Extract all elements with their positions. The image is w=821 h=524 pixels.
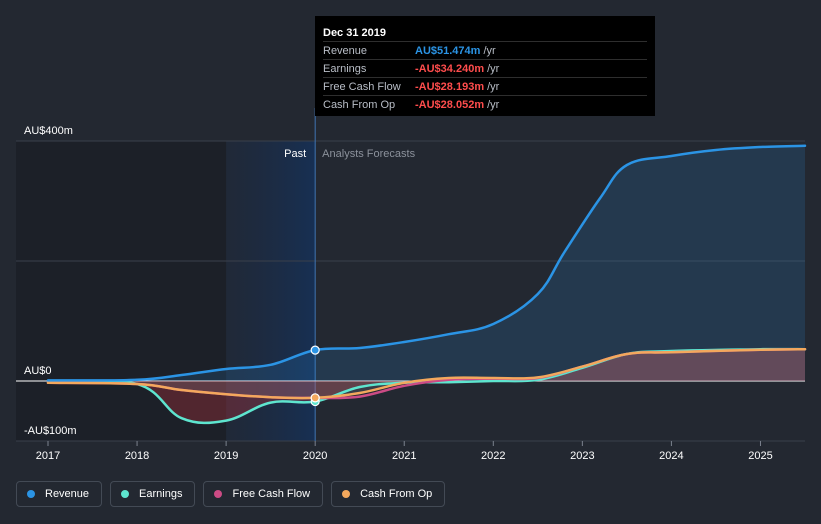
x-tick-label: 2025: [748, 450, 772, 462]
legend-label: Free Cash Flow: [232, 488, 311, 500]
tooltip-label: Revenue: [323, 44, 368, 57]
legend-label: Cash From Op: [360, 488, 433, 500]
tooltip-row-revenue: Revenue AU$51.474m /yr: [323, 41, 647, 59]
chart-tooltip: Dec 31 2019 Revenue AU$51.474m /yr Earni…: [315, 16, 655, 116]
legend-dot-icon: [342, 490, 351, 498]
x-tick-label: 2017: [36, 450, 60, 462]
y-tick-label: -AU$100m: [24, 425, 77, 437]
x-tick-label: 2019: [214, 450, 238, 462]
y-tick-label: AU$400m: [24, 125, 73, 137]
data-point-revenue: [310, 345, 320, 355]
cash-from-op-area: [48, 349, 805, 399]
tooltip-value: -AU$34.240m: [415, 62, 485, 75]
forecast-label: Analysts Forecasts: [322, 148, 415, 160]
data-point-cash-from-op: [310, 393, 320, 403]
tooltip-label: Free Cash Flow: [323, 80, 401, 93]
x-tick-label: 2018: [125, 450, 149, 462]
series-line-revenue: [46, 144, 807, 382]
legend-dot-icon: [27, 490, 35, 498]
tooltip-row-earnings: Earnings -AU$34.240m /yr: [323, 59, 647, 77]
legend-label: Revenue: [45, 488, 90, 500]
earnings-area: [48, 349, 805, 423]
legend-item-earnings[interactable]: Earnings: [110, 481, 196, 507]
x-tick-label: 2021: [392, 450, 416, 462]
tooltip-value: -AU$28.193m: [415, 80, 485, 93]
tooltip-label: Cash From Op: [323, 98, 396, 111]
past-shade-highlight: [226, 141, 316, 441]
tooltip-value: -AU$28.052m: [415, 98, 485, 111]
tooltip-unit: /yr: [487, 98, 500, 111]
legend-dot-icon: [121, 490, 130, 498]
tooltip-date: Dec 31 2019: [323, 27, 386, 39]
legend-item-cash-from-op[interactable]: Cash From Op: [331, 481, 446, 507]
tooltip-unit: /yr: [483, 44, 496, 57]
revenue-area: [48, 145, 805, 381]
x-tick-label: 2023: [570, 450, 594, 462]
tooltip-row-free-cash-flow: Free Cash Flow -AU$28.193m /yr: [323, 77, 647, 95]
x-tick-label: 2022: [481, 450, 505, 462]
past-label: Past: [284, 148, 306, 160]
legend-label: Earnings: [139, 488, 183, 500]
chart-legend: Revenue Earnings Free Cash Flow Cash Fro…: [16, 481, 446, 507]
tooltip-value: AU$51.474m: [415, 44, 481, 57]
x-tick-label: 2024: [659, 450, 683, 462]
tooltip-unit: /yr: [487, 62, 500, 75]
tooltip-unit: /yr: [487, 80, 500, 93]
x-tick-label: 2020: [303, 450, 327, 462]
tooltip-label: Earnings: [323, 62, 367, 75]
legend-item-revenue[interactable]: Revenue: [16, 481, 103, 507]
tooltip-row-cash-from-op: Cash From Op -AU$28.052m /yr: [323, 95, 647, 113]
series-line-cash-from-op: [46, 347, 807, 400]
legend-item-free-cash-flow[interactable]: Free Cash Flow: [203, 481, 324, 507]
legend-dot-icon: [214, 490, 223, 498]
y-tick-label: AU$0: [24, 365, 52, 377]
